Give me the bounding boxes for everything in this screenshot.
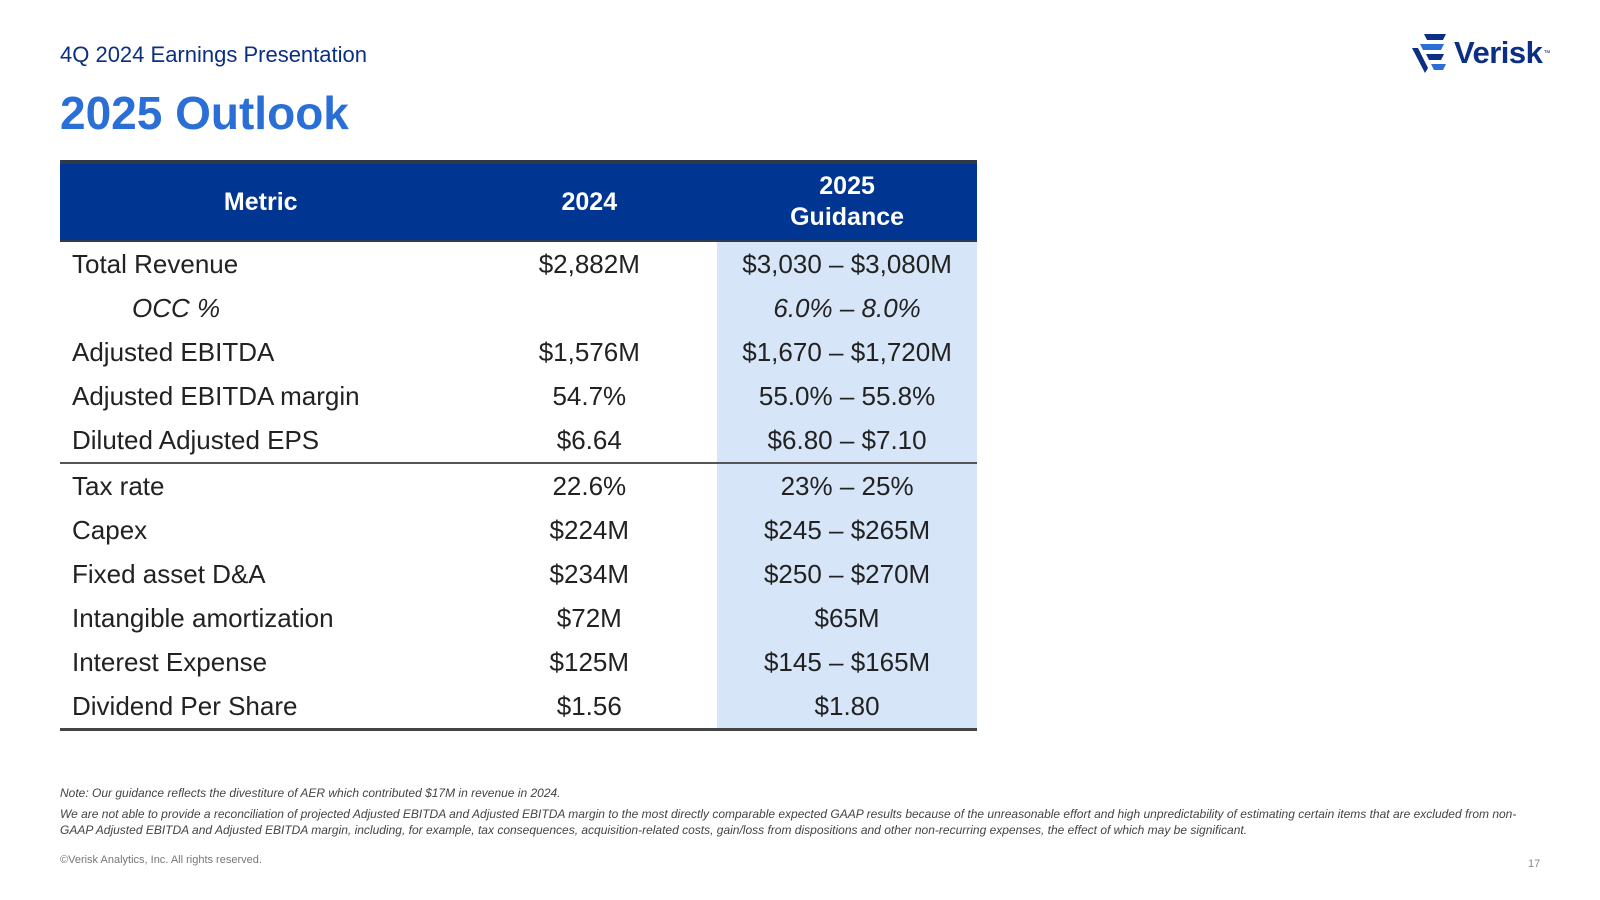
guidance-cell: $6.80 – $7.10 — [717, 418, 977, 463]
guidance-cell: $250 – $270M — [717, 552, 977, 596]
header-guidance: 2025 Guidance — [717, 160, 977, 242]
table-row: Tax rate 22.6% 23% – 25% — [60, 462, 977, 508]
value-2024-cell: $1,576M — [538, 337, 640, 367]
table-row: Diluted Adjusted EPS $6.64 $6.80 – $7.10 — [60, 418, 977, 463]
table-row: Fixed asset D&A $234M $250 – $270M — [60, 552, 977, 596]
value-2024-cell: $125M — [549, 647, 630, 677]
metric-cell: OCC % — [132, 293, 221, 323]
value-2024-cell: $72M — [556, 603, 622, 633]
guidance-cell: 6.0% – 8.0% — [717, 286, 977, 330]
metric-cell: Interest Expense — [72, 647, 268, 677]
value-2024-cell: 54.7% — [552, 381, 627, 411]
metric-cell: Capex — [72, 515, 148, 545]
value-2024-cell — [461, 286, 717, 330]
metric-cell: Fixed asset D&A — [72, 559, 266, 589]
table-row: Adjusted EBITDA margin 54.7% 55.0% – 55.… — [60, 374, 977, 418]
table-row: OCC % 6.0% – 8.0% — [60, 286, 977, 330]
guidance-cell: $245 – $265M — [717, 508, 977, 552]
header-metric: Metric — [60, 160, 462, 242]
guidance-cell: 23% – 25% — [717, 462, 977, 508]
guidance-cell: $145 – $165M — [717, 640, 977, 684]
reconciliation-disclaimer: We are not able to provide a reconciliat… — [60, 807, 1517, 837]
verisk-logo: Verisk ™ — [1410, 32, 1550, 74]
table-row: Interest Expense $125M $145 – $165M — [60, 640, 977, 684]
header-guidance-year: 2025 — [819, 172, 875, 200]
guidance-cell: 55.0% – 55.8% — [717, 374, 977, 418]
guidance-cell: $3,030 – $3,080M — [717, 241, 977, 286]
outlook-table: Metric 2024 2025 Guidance Total Revenue … — [60, 160, 977, 731]
table-row: Capex $224M $245 – $265M — [60, 508, 977, 552]
value-2024-cell: $234M — [549, 559, 630, 589]
page-number: 17 — [1528, 858, 1541, 870]
header-2024: 2024 — [461, 160, 718, 242]
divestiture-note: Note: Our guidance reflects the divestit… — [60, 786, 561, 800]
guidance-cell: $65M — [717, 596, 977, 640]
metric-cell: Dividend Per Share — [60, 684, 462, 731]
guidance-cell: $1.80 — [717, 684, 977, 731]
metric-cell: Tax rate — [60, 462, 462, 508]
table-row: Intangible amortization $72M $65M — [60, 596, 977, 640]
verisk-logo-icon — [1412, 34, 1446, 73]
table-row: Adjusted EBITDA $1,576M $1,670 – $1,720M — [60, 330, 977, 374]
presentation-subtitle: 4Q 2024 Earnings Presentation — [60, 42, 367, 67]
value-2024-cell: $1.56 — [461, 684, 718, 731]
copyright: ©Verisk Analytics, Inc. All rights reser… — [60, 854, 262, 866]
value-2024-cell: $2,882M — [538, 249, 640, 279]
header-guidance-label: Guidance — [790, 203, 905, 231]
metric-cell: Total Revenue — [72, 249, 239, 279]
page-title: 2025 Outlook — [60, 87, 349, 139]
table-header-row: Metric 2024 2025 Guidance — [60, 160, 977, 242]
metric-cell: Adjusted EBITDA — [72, 337, 275, 367]
value-2024-cell: $6.64 — [556, 425, 622, 455]
logo-wordmark: Verisk — [1454, 35, 1543, 70]
metric-cell: Adjusted EBITDA margin — [72, 381, 360, 411]
guidance-cell: $1,670 – $1,720M — [717, 330, 977, 374]
logo-trademark: ™ — [1543, 49, 1551, 57]
table-row: Total Revenue $2,882M $3,030 – $3,080M — [60, 241, 977, 286]
metric-cell: Diluted Adjusted EPS — [72, 425, 320, 455]
metric-cell: Intangible amortization — [72, 603, 334, 633]
value-2024-cell: $224M — [549, 515, 630, 545]
value-2024-cell: 22.6% — [461, 462, 718, 508]
table-row: Dividend Per Share $1.56 $1.80 — [60, 684, 977, 731]
